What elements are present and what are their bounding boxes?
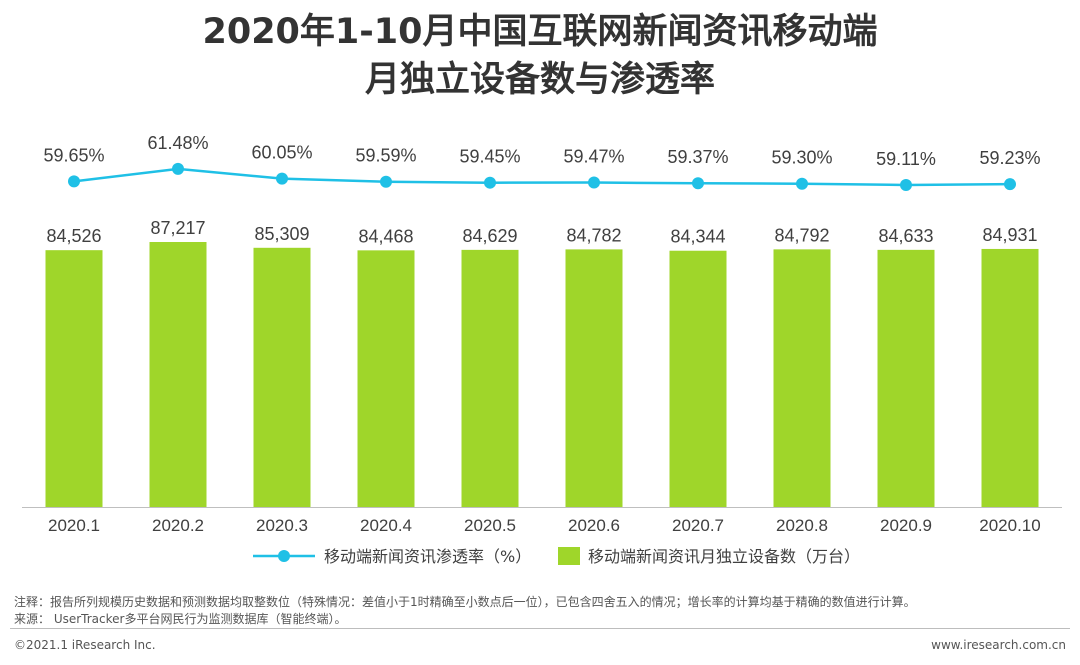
line-point bbox=[796, 177, 808, 190]
footer-divider bbox=[10, 628, 1070, 629]
source-note: 来源： UserTracker多平台网民行为监测数据库（智能终端）。 bbox=[14, 612, 347, 626]
bar-value-label: 84,344 bbox=[670, 227, 725, 247]
x-tick-label: 2020.1 bbox=[48, 516, 100, 535]
bar-value-label: 84,526 bbox=[46, 226, 101, 246]
line-value-label: 59.23% bbox=[979, 148, 1040, 168]
line-point bbox=[172, 162, 184, 175]
bar bbox=[773, 249, 831, 508]
line-point bbox=[68, 175, 80, 188]
x-tick-label: 2020.6 bbox=[568, 516, 620, 535]
line-value-label: 61.48% bbox=[147, 133, 208, 153]
bar bbox=[253, 247, 311, 507]
legend-line-dot bbox=[278, 550, 290, 562]
chart-title-line2: 月独立设备数与渗透率 bbox=[364, 60, 715, 100]
line-value-label: 60.05% bbox=[251, 143, 312, 163]
line-value-label: 59.59% bbox=[355, 146, 416, 166]
penetration-rate-line bbox=[73, 167, 1011, 187]
bar bbox=[149, 242, 207, 507]
x-tick-label: 2020.5 bbox=[464, 516, 516, 535]
line-point bbox=[484, 176, 496, 189]
legend-bar-label: 移动端新闻资讯月独立设备数（万台） bbox=[588, 547, 860, 566]
bar bbox=[981, 248, 1039, 507]
bar-value-label: 84,782 bbox=[566, 225, 621, 245]
line-point bbox=[900, 179, 912, 191]
line-value-label: 59.45% bbox=[459, 147, 520, 167]
x-tick-label: 2020.7 bbox=[672, 516, 724, 535]
x-tick-label: 2020.9 bbox=[880, 516, 932, 535]
bar bbox=[357, 250, 415, 508]
line-value-label: 59.47% bbox=[563, 147, 624, 167]
chart-title-line1: 2020年1-10月中国互联网新闻资讯移动端 bbox=[202, 12, 878, 52]
line-point bbox=[380, 175, 392, 188]
bar-value-label: 84,633 bbox=[878, 226, 933, 246]
bar-value-label: 87,217 bbox=[150, 218, 205, 238]
legend-bar-swatch bbox=[558, 547, 580, 565]
bar-value-label: 84,931 bbox=[982, 225, 1037, 245]
footnote: 注释：报告所列规模历史数据和预测数据均取整数位（特殊情况：差值小于1时精确至小数… bbox=[14, 595, 916, 609]
bar bbox=[877, 249, 935, 507]
bar bbox=[565, 249, 623, 507]
bar-value-label: 85,309 bbox=[254, 224, 309, 244]
bar bbox=[45, 250, 103, 507]
copyright: ©2021.1 iResearch Inc. bbox=[14, 638, 156, 652]
line-value-label: 59.30% bbox=[771, 148, 832, 168]
bar-value-label: 84,468 bbox=[358, 226, 413, 246]
website: www.iresearch.com.cn bbox=[931, 638, 1066, 652]
bar-value-label: 84,629 bbox=[462, 226, 517, 246]
x-tick-label: 2020.8 bbox=[776, 516, 828, 535]
line-value-label: 59.65% bbox=[43, 145, 104, 165]
legend-line-label: 移动端新闻资讯渗透率（%） bbox=[324, 547, 531, 566]
line-point bbox=[588, 176, 600, 189]
line-value-label: 59.11% bbox=[876, 149, 936, 169]
chart-title: 2020年1-10月中国互联网新闻资讯移动端 月独立设备数与渗透率 bbox=[0, 8, 1080, 104]
x-tick-label: 2020.10 bbox=[979, 516, 1040, 535]
line-point bbox=[276, 172, 288, 185]
line-point bbox=[692, 177, 704, 190]
x-tick-label: 2020.4 bbox=[360, 516, 412, 535]
chart: 84,526 2020.1 87,217 2020.2 85,309 2020.3 84,4… bbox=[22, 133, 1062, 566]
x-tick-label: 2020.2 bbox=[152, 516, 204, 535]
bar bbox=[669, 250, 727, 508]
bar-value-label: 84,792 bbox=[774, 225, 829, 245]
line-value-label: 59.37% bbox=[667, 147, 728, 167]
line-point bbox=[1004, 178, 1016, 191]
bar bbox=[461, 249, 519, 507]
x-tick-label: 2020.3 bbox=[256, 516, 308, 535]
